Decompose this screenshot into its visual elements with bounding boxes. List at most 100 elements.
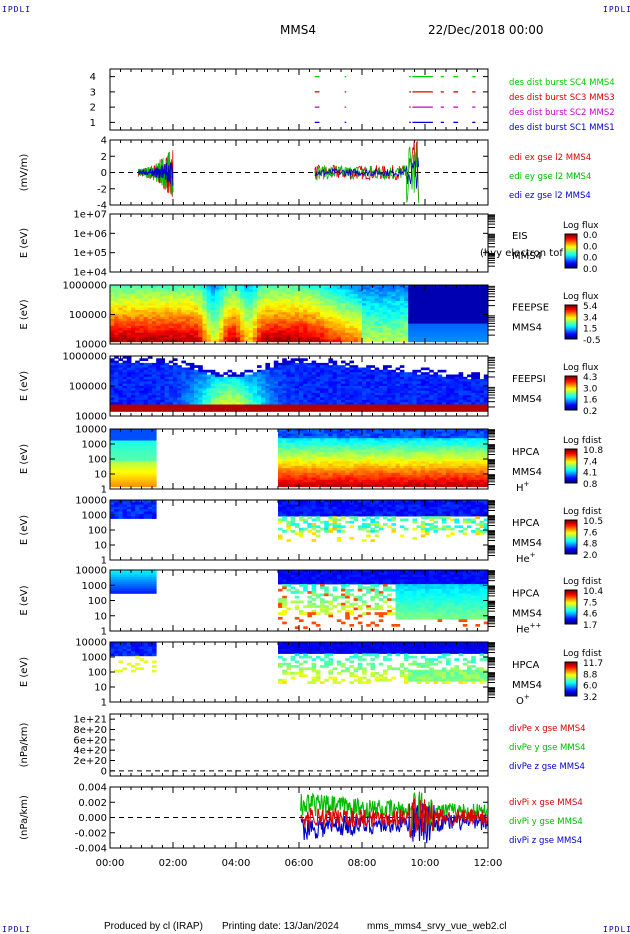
feepse-panel-cell (189, 289, 195, 293)
feepsi-panel-cell (357, 399, 363, 403)
eis-panel-colorbar-tick: 0.0 (583, 265, 598, 275)
feepsi-panel-cell (299, 369, 304, 373)
hpca-h-panel-cell (143, 445, 149, 448)
feepse-panel-cell (479, 305, 485, 309)
feepse-panel-cell (303, 294, 308, 297)
feepsi-panel-cell (252, 409, 258, 412)
feepse-panel-cell (395, 321, 401, 324)
feepsi-panel-cell (353, 388, 359, 391)
feepsi-panel-cell (194, 379, 199, 382)
feepse-panel-cell (446, 312, 451, 315)
feepsi-panel-cell (257, 409, 262, 412)
feepsi-panel-cell (328, 386, 333, 389)
feepsi-panel-cell (404, 409, 409, 412)
feepse-panel-cell (349, 325, 354, 329)
feepsi-panel-cell (328, 409, 333, 412)
feepse-panel-cell (311, 294, 317, 297)
feepse-panel-cell (332, 294, 338, 297)
corner-tag-top-right: IPDLI (603, 5, 630, 14)
feepse-panel-cell (194, 298, 199, 302)
feepse-panel-cell (278, 314, 283, 318)
feepse-panel-cell (483, 310, 489, 313)
feepse-panel-cell (374, 339, 380, 343)
feepsi-panel-cell (126, 395, 132, 398)
feepsi-panel-cell (181, 388, 186, 391)
feepsi-panel-cell (391, 390, 396, 394)
feepsi-panel-cell (261, 399, 266, 403)
feepsi-panel-cell (303, 374, 308, 378)
feepsi-panel-cell (189, 374, 195, 378)
feepsi-panel-colorbar-swatch (565, 380, 577, 383)
feepsi-panel-cell (378, 369, 384, 373)
feepse-panel-cell (236, 294, 241, 297)
feepsi-panel-cell (299, 388, 304, 391)
feepse-panel-cell (114, 298, 119, 302)
feepse-panel-cell (362, 307, 367, 311)
feepse-panel-cell (307, 332, 312, 336)
feepsi-panel-cell (231, 397, 237, 401)
hpca-h-panel-cell (118, 475, 123, 478)
feepse-panel-cell (227, 298, 233, 302)
feepsi-panel-cell (110, 365, 115, 368)
feepse-panel-cell (122, 332, 128, 336)
feepsi-panel-cell (383, 367, 388, 371)
feepse-panel-cell (349, 287, 354, 290)
feepse-panel-cell (425, 316, 430, 320)
feepse-panel-cell (433, 300, 438, 304)
feepse-panel-cell (345, 334, 350, 338)
feepsi-panel-cell (139, 390, 144, 394)
feepsi-panel-cell (399, 395, 405, 398)
feepse-panel-cell (139, 325, 144, 329)
feepse-panel-cell (378, 291, 384, 295)
feepse-panel-cell (454, 337, 459, 340)
feepsi-panel-cell (231, 376, 237, 380)
feepsi-panel-cell (412, 381, 417, 385)
feepsi-panel-cell (370, 376, 375, 380)
feepsi-panel-cell (110, 392, 115, 396)
feepsi-panel-cell (278, 399, 283, 403)
feepse-panel-cell (454, 287, 459, 290)
feepse-panel-cell (475, 316, 480, 320)
feepsi-panel-cell (206, 386, 212, 389)
feepsi-panel-cell (475, 372, 480, 375)
feepsi-panel-cell (311, 386, 317, 389)
feepse-panel-cell (248, 321, 254, 324)
feepsi-panel-cell (126, 397, 132, 401)
feepse-panel-cell (420, 332, 426, 336)
feepse-panel-cell (244, 330, 249, 334)
feepse-panel-cell (458, 319, 464, 322)
feepse-panel-cell (433, 328, 438, 331)
hpca-h-panel-cell (143, 484, 149, 488)
feepsi-panel-cell (408, 406, 413, 410)
feepsi-panel-cell (357, 374, 363, 378)
feepse-panel-cell (252, 287, 258, 290)
feepse-panel-cell (202, 310, 207, 313)
feepsi-panel-cell (114, 372, 119, 375)
hpca-h-panel-cell (282, 445, 287, 448)
feepsi-panel-cell (349, 386, 354, 389)
feepse-panel-cell (458, 334, 464, 338)
feepse-panel-cell (362, 330, 367, 334)
feepse-panel-cell (395, 325, 401, 329)
feepse-panel-cell (110, 291, 115, 295)
feepsi-panel-cell (240, 395, 245, 398)
feepse-panel-cell (227, 321, 233, 324)
feepsi-panel-cell (433, 409, 438, 412)
feepsi-panel-cell (412, 392, 417, 396)
feepsi-panel-cell (391, 379, 396, 382)
feepse-panel-cell (198, 316, 203, 320)
eis-panel-colorbar-swatch (565, 238, 577, 241)
feepsi-panel-cell (143, 374, 149, 378)
feepse-panel-cell (168, 332, 174, 336)
feepsi-panel-cell (454, 404, 459, 408)
feepsi-panel-cell (160, 383, 165, 387)
feepsi-panel-cell (206, 406, 212, 410)
feepse-panel-cell (387, 312, 392, 315)
feepse-panel-cell (206, 334, 212, 338)
feepsi-panel-cell (223, 409, 228, 412)
feepsi-panel-cell (118, 369, 123, 373)
edi-panel-y-tick-label: 4 (101, 136, 107, 147)
feepsi-panel-cell (139, 399, 144, 403)
feepse-panel-cell (122, 296, 128, 299)
feepsi-panel-cell (412, 376, 417, 380)
